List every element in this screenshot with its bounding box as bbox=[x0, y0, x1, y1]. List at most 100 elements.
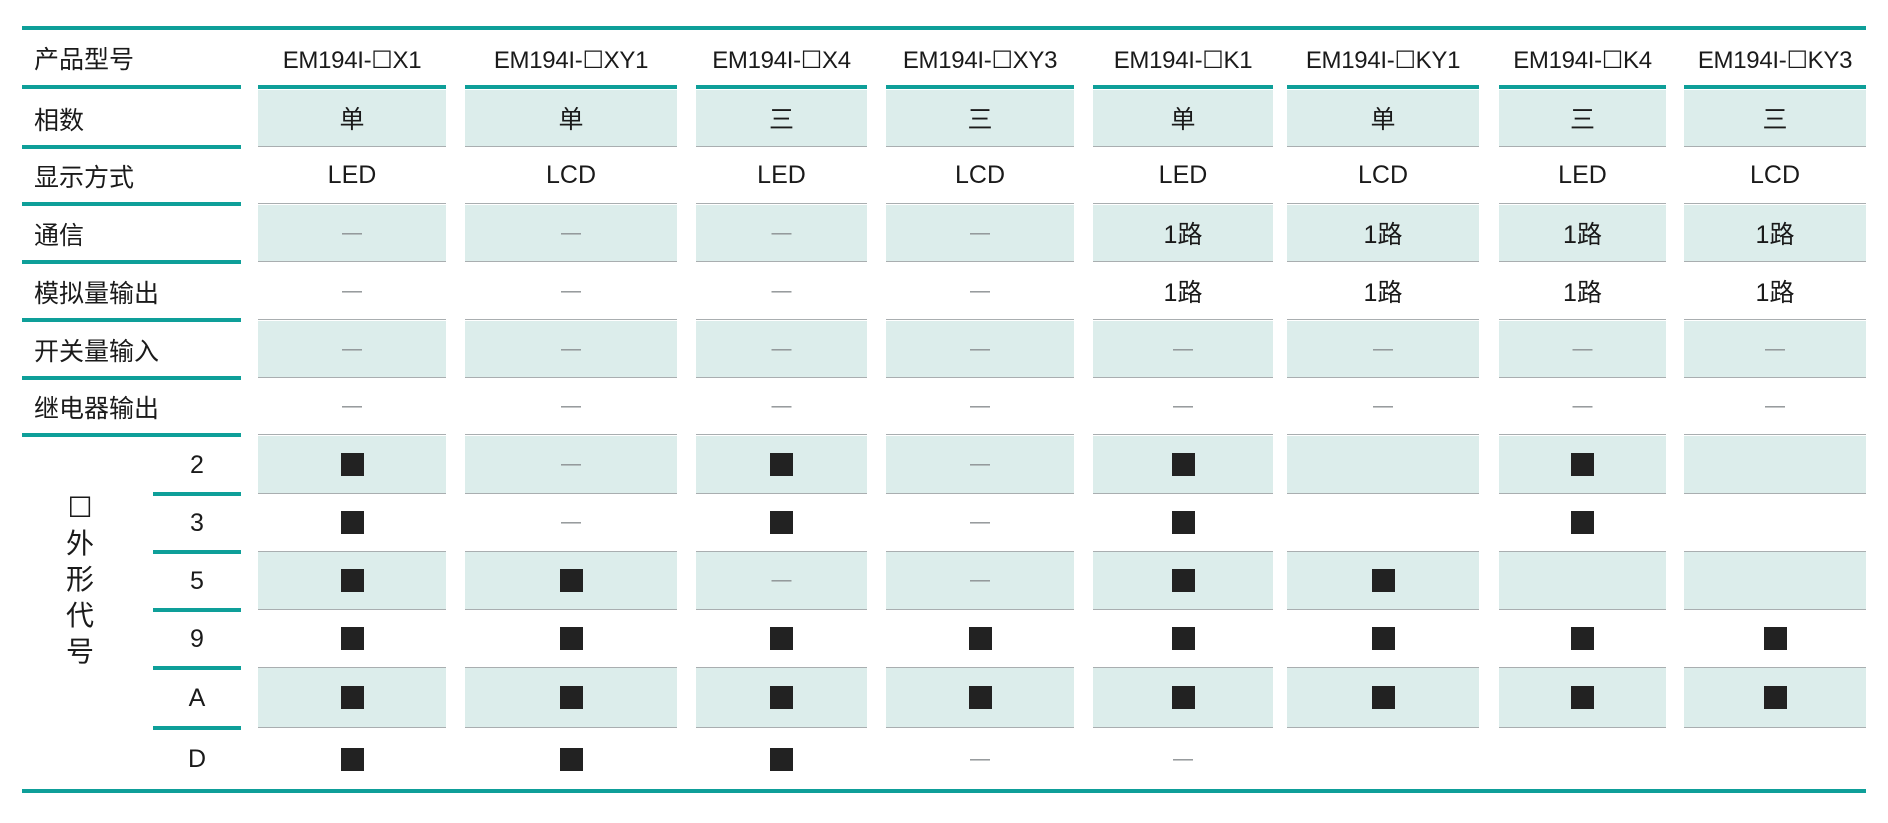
cell-rule bbox=[1684, 727, 1866, 728]
table-cell bbox=[696, 729, 867, 789]
table-cell bbox=[1684, 729, 1866, 789]
dash-mark: — bbox=[342, 279, 362, 302]
cell-rule bbox=[1287, 146, 1479, 147]
model-name: EM194I-☐X1 bbox=[282, 47, 422, 74]
table-cell: — bbox=[886, 552, 1074, 609]
cell-value: 三 bbox=[1569, 106, 1595, 134]
table-cell: — bbox=[886, 436, 1074, 493]
model-name: EM194I-☐XY1 bbox=[493, 47, 649, 74]
cell-value: 1路 bbox=[1163, 221, 1203, 249]
cell-rule bbox=[1287, 727, 1479, 728]
cell-rule bbox=[1093, 727, 1273, 728]
table-cell: — bbox=[696, 379, 867, 434]
table-cell: — bbox=[258, 379, 446, 434]
table-cell: 三 bbox=[886, 90, 1074, 146]
group-label-char: 号 bbox=[65, 636, 94, 667]
column-header-rule bbox=[1287, 85, 1479, 89]
dash-mark: — bbox=[342, 221, 362, 244]
table-cell: — bbox=[465, 379, 677, 434]
table-cell: 1路 bbox=[1684, 205, 1866, 261]
cell-rule bbox=[886, 667, 1074, 668]
cell-value: LCD bbox=[545, 160, 596, 189]
dash-mark: — bbox=[1173, 337, 1193, 360]
cell-value: LCD bbox=[1749, 160, 1800, 189]
cell-rule bbox=[258, 146, 446, 147]
row-label: 模拟量输出 bbox=[34, 279, 160, 308]
filled-square-mark bbox=[1171, 453, 1195, 476]
table-cell bbox=[1499, 494, 1666, 551]
table-cell: — bbox=[886, 379, 1074, 434]
cell-rule bbox=[1093, 377, 1273, 378]
cell-rule bbox=[258, 493, 446, 494]
table-cell: — bbox=[465, 321, 677, 377]
table-cell: 1路 bbox=[1093, 205, 1273, 261]
cell-value: LED bbox=[1558, 160, 1607, 189]
dash-mark: — bbox=[771, 395, 792, 417]
table-cell: 单 bbox=[465, 90, 677, 146]
table-cell bbox=[465, 668, 677, 727]
filled-square-mark bbox=[1371, 686, 1395, 709]
table-cell: — bbox=[886, 729, 1074, 789]
cell-rule bbox=[258, 261, 446, 262]
cell-rule bbox=[1499, 667, 1666, 668]
filled-square-mark bbox=[1763, 686, 1787, 709]
cell-rule bbox=[1684, 609, 1866, 610]
table-cell: — bbox=[696, 552, 867, 609]
cell-value: 1路 bbox=[1755, 279, 1795, 307]
dash-mark: — bbox=[561, 221, 581, 244]
filled-square-mark bbox=[1171, 627, 1195, 650]
filled-square-mark bbox=[340, 686, 364, 709]
filled-square-mark bbox=[1171, 686, 1195, 709]
cell-rule bbox=[465, 727, 677, 728]
cell-rule bbox=[465, 261, 677, 262]
table-cell bbox=[1093, 668, 1273, 727]
table-cell: LCD bbox=[1684, 147, 1866, 203]
cell-rule bbox=[258, 319, 446, 320]
cell-rule bbox=[1684, 377, 1866, 378]
cell-value: LCD bbox=[1357, 160, 1408, 189]
table-cell: LED bbox=[696, 147, 867, 203]
filled-square-mark bbox=[559, 686, 583, 709]
column-header-rule bbox=[258, 85, 446, 89]
cell-rule bbox=[465, 319, 677, 320]
shape-code-group-label: ☐ 外形代号 bbox=[60, 490, 100, 670]
column-header: EM194I-☐X1 bbox=[258, 34, 446, 87]
cell-value: 三 bbox=[768, 106, 794, 134]
filled-square-mark bbox=[1571, 453, 1594, 476]
table-cell: 1路 bbox=[1684, 263, 1866, 319]
row-label: 相数 bbox=[34, 106, 85, 135]
label-rule bbox=[22, 85, 241, 89]
filled-square-mark bbox=[968, 686, 992, 709]
filled-square-mark bbox=[559, 627, 583, 650]
cell-rule bbox=[258, 551, 446, 552]
table-cell bbox=[258, 668, 446, 727]
cell-rule bbox=[1287, 551, 1479, 552]
cell-rule bbox=[1684, 146, 1866, 147]
cell-value: 1路 bbox=[1563, 221, 1602, 249]
filled-square-mark bbox=[1371, 569, 1395, 592]
table-cell: — bbox=[1499, 379, 1666, 434]
cell-rule bbox=[1287, 609, 1479, 610]
table-cell bbox=[1684, 610, 1866, 667]
table-cell: LCD bbox=[1287, 147, 1479, 203]
label-rule bbox=[22, 260, 241, 264]
cell-value: LED bbox=[1158, 160, 1208, 189]
cell-rule bbox=[696, 203, 867, 204]
cell-value: 单 bbox=[558, 106, 584, 134]
cell-rule bbox=[465, 551, 677, 552]
table-cell bbox=[1093, 610, 1273, 667]
cell-rule bbox=[258, 609, 446, 610]
cell-rule bbox=[696, 434, 867, 435]
dash-mark: — bbox=[970, 511, 990, 533]
cell-rule bbox=[1093, 434, 1273, 435]
cell-rule bbox=[886, 319, 1074, 320]
cell-rule bbox=[1093, 551, 1273, 552]
cell-rule bbox=[258, 727, 446, 728]
table-cell: — bbox=[886, 205, 1074, 261]
cell-rule bbox=[465, 434, 677, 435]
model-name: EM194I-☐K1 bbox=[1113, 47, 1253, 74]
cell-rule bbox=[886, 551, 1074, 552]
model-name: EM194I-☐X4 bbox=[712, 47, 851, 74]
row-label: 通信 bbox=[34, 221, 85, 250]
dash-mark: — bbox=[1765, 337, 1785, 360]
